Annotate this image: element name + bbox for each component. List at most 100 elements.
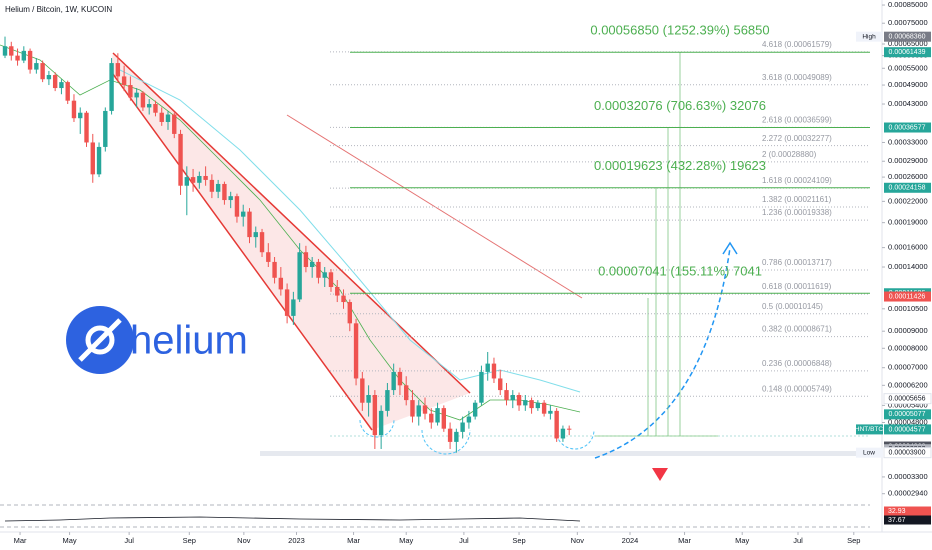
measure-lines: [595, 52, 718, 437]
candle-body: [253, 232, 258, 238]
y-tick-label: 0.00019000: [888, 218, 928, 227]
tag-label: Low: [863, 449, 875, 456]
channel-lower: [109, 69, 373, 431]
tag-label: HNT/BTC: [855, 426, 883, 433]
candle-body: [554, 410, 559, 439]
arrow-head: [722, 241, 738, 255]
candle-body: [34, 63, 39, 70]
support-band: [260, 451, 870, 456]
y-tick-label: 0.00005400: [888, 400, 928, 409]
candle-body: [172, 114, 177, 134]
fib-label: 4.618 (0.00061579): [762, 40, 832, 49]
y-tick-label: 0.00002940: [888, 489, 928, 498]
price-box-label: 0.00005077: [889, 411, 926, 418]
candle-body: [228, 196, 233, 201]
candle-body: [341, 295, 346, 303]
target-text: 0.00019623 (432.28%) 19623: [594, 158, 766, 173]
candle-body: [284, 289, 290, 316]
x-tick-label: Mar: [14, 536, 27, 545]
fib-label: 1.382 (0.00021161): [762, 195, 832, 204]
tag-label: High: [862, 33, 876, 40]
candle-body: [278, 277, 284, 290]
logo-ring: [85, 325, 115, 355]
candle-body: [140, 92, 146, 108]
target-text: 0.00056850 (1252.39%) 56850: [590, 23, 769, 38]
logo-slash: [78, 318, 122, 362]
candle-body: [498, 378, 503, 391]
candle-body: [303, 252, 309, 268]
fib-label: 1.618 (0.00024109): [762, 176, 832, 185]
price-box: [883, 447, 932, 459]
candle-body: [328, 272, 334, 288]
candle-body: [322, 272, 327, 278]
x-tick-label: Jul: [124, 536, 134, 545]
candle-body: [335, 287, 340, 296]
candle-body: [272, 261, 277, 278]
candle-body: [247, 211, 252, 238]
candle-body: [353, 323, 359, 379]
candle-body: [410, 400, 415, 417]
candle-body: [566, 428, 572, 430]
candle-body: [46, 75, 52, 80]
price-box-label: 0.00011426: [889, 293, 926, 300]
candle-body: [190, 177, 196, 183]
candle-body: [121, 76, 127, 86]
x-tick-label: Mar: [347, 536, 360, 545]
candle-body: [21, 50, 27, 61]
candle-body: [422, 405, 428, 414]
candle-body: [297, 252, 302, 300]
candle-body: [347, 302, 352, 324]
y-tick-label: 0.00010500: [888, 304, 928, 313]
candle-body: [65, 82, 70, 101]
price-box: [884, 47, 931, 58]
candle-body: [441, 408, 447, 429]
candle-body: [59, 82, 64, 89]
tag-box: [856, 31, 883, 42]
x-tick-label: 2024: [622, 536, 639, 545]
price-box: [884, 291, 931, 302]
x-tick-label: Sep: [512, 536, 525, 545]
x-tick-label: Nov: [571, 536, 585, 545]
price-box-label: 0.00036577: [889, 124, 926, 131]
candle-body: [2, 46, 8, 56]
channel-upper: [112, 52, 471, 394]
candle-body: [222, 183, 227, 201]
candle-body: [378, 410, 384, 436]
candle-body: [215, 183, 221, 192]
candle-body: [548, 410, 553, 414]
candle-body: [391, 371, 396, 391]
price-box: [884, 31, 931, 42]
y-tick-label: 0.00033000: [888, 137, 928, 146]
candle-body: [479, 371, 484, 403]
candle-body: [159, 112, 164, 122]
y-tick-label: 0.00049000: [888, 80, 928, 89]
fib-label: 2 (0.00028880): [762, 150, 817, 159]
candle-body: [504, 390, 509, 401]
candle-body: [435, 408, 440, 423]
target-text: 0.00032076 (706.63%) 32076: [594, 98, 766, 113]
candle-body: [541, 402, 547, 414]
x-tick-label: 2023: [288, 536, 305, 545]
candle-body: [447, 428, 453, 442]
candle-body: [203, 175, 208, 180]
indicator-box: [884, 515, 931, 525]
fib-label: 2.618 (0.00036599): [762, 116, 832, 125]
y-tick-label: 0.00008000: [888, 343, 928, 352]
y-tick-label: 0.00085000: [888, 0, 928, 9]
tag-box: [856, 447, 883, 458]
candle-body: [316, 261, 321, 278]
y-tick-label: 0.00003300: [888, 472, 928, 481]
down-marker: [652, 468, 668, 481]
candle-body: [71, 100, 77, 119]
candle-body: [27, 50, 33, 70]
candle-body: [291, 299, 296, 316]
projection-arrow: [594, 247, 731, 459]
candle-body: [485, 363, 490, 372]
channel-fill: [110, 53, 470, 430]
bottom-arc: [421, 429, 471, 455]
price-box-label: 0.00061439: [889, 49, 926, 56]
fib-label: 0.5 (0.00010145): [762, 302, 823, 311]
y-tick-label: 0.00006200: [888, 380, 928, 389]
candle-body: [466, 416, 472, 423]
